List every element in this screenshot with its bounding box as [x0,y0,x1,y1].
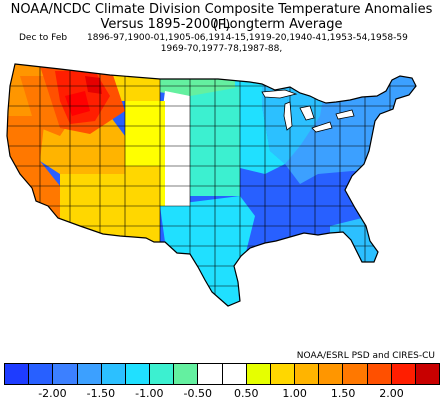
legend-swatch [391,364,416,384]
legend-tick-label: -1.50 [86,387,116,400]
legend-swatch [174,364,199,384]
us-outline [6,63,417,307]
legend-swatch [5,364,30,384]
legend-swatch [150,364,175,384]
years-list-1: 1896-97,1900-01,1905-06,1914-15,1919-20,… [87,33,408,43]
legend-swatch [125,364,151,384]
data-credit: NOAA/ESRL PSD and CIRES-CU [296,351,435,361]
color-legend-ticks: -2.00 -1.50 -1.00 -0.50 0.50 1.00 1.50 2.00 [4,387,440,401]
legend-tick-label: -1.00 [135,387,164,400]
anomaly-regions [7,64,416,306]
years-line-2: 1969-70,1977-78,1987-88, [160,44,283,54]
legend-swatch [246,364,271,384]
legend-swatch [367,364,392,384]
legend-swatch [77,364,102,384]
legend-swatch [270,364,296,384]
legend-tick-label: -2.00 [38,387,67,400]
season-label: Dec to Feb [19,33,68,43]
legend-swatch [101,364,126,384]
region-hot-spot-1 [65,91,90,116]
us-climate-division-map [6,63,417,307]
region-hot-spot-2 [85,76,102,94]
great-lakes [261,89,355,133]
legend-tick-label: -0.50 [183,387,212,400]
region-north-dakota [150,64,235,96]
legend-tick-label: 2.00 [379,387,404,400]
legend-tick-label: 1.00 [282,387,307,400]
legend-swatch [53,364,78,384]
legend-swatch [319,364,344,384]
legend-tick-label: 1.50 [330,387,356,400]
map-subtitle: Versus 1895-2000 Longterm Average [100,17,343,32]
region-california [7,116,60,226]
legend-swatch [29,364,54,384]
legend-swatch [415,364,440,384]
legend-swatch [222,364,247,384]
legend-swatch [198,364,223,384]
map-title: NOAA/NCDC Climate Division Composite Tem… [10,2,433,33]
legend-tick-label: 0.50 [233,387,259,400]
legend-swatch [343,364,368,384]
legend-swatch [295,364,320,384]
color-legend-bar [4,363,440,385]
years-line-1: Dec to Feb 1896-97,1900-01,1905-06,1914-1… [19,33,408,44]
region-high-plains [160,91,190,206]
